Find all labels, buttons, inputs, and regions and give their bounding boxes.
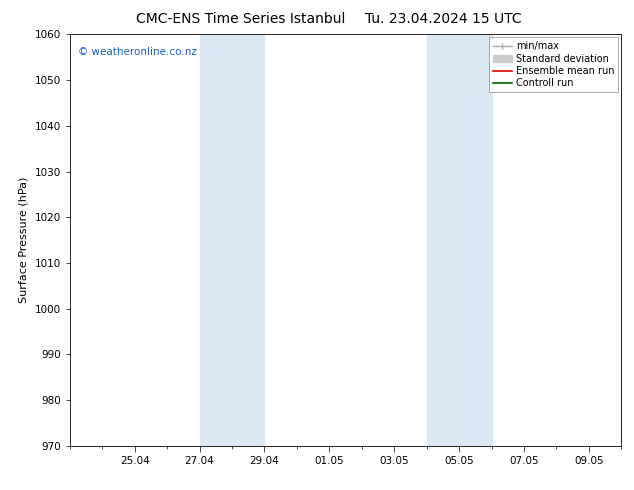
Legend: min/max, Standard deviation, Ensemble mean run, Controll run: min/max, Standard deviation, Ensemble me… <box>489 37 618 92</box>
Text: Tu. 23.04.2024 15 UTC: Tu. 23.04.2024 15 UTC <box>365 12 522 26</box>
Text: © weatheronline.co.nz: © weatheronline.co.nz <box>78 47 197 57</box>
Bar <box>427 34 491 446</box>
Text: CMC-ENS Time Series Istanbul: CMC-ENS Time Series Istanbul <box>136 12 346 26</box>
Y-axis label: Surface Pressure (hPa): Surface Pressure (hPa) <box>19 177 29 303</box>
Bar <box>200 34 264 446</box>
